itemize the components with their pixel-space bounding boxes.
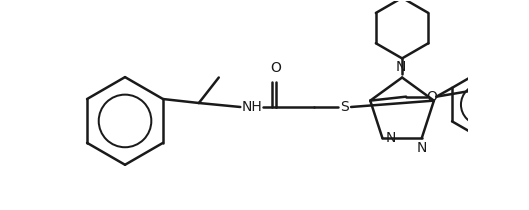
Text: NH: NH (242, 100, 262, 114)
Text: O: O (426, 90, 437, 104)
Text: S: S (340, 100, 349, 114)
Text: O: O (271, 61, 281, 75)
Text: N: N (395, 60, 406, 74)
Text: N: N (386, 131, 396, 145)
Text: N: N (416, 141, 427, 155)
